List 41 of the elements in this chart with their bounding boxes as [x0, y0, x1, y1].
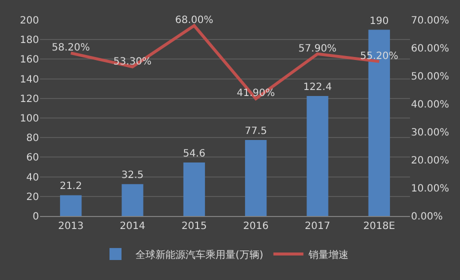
data-label: 77.5	[244, 126, 267, 138]
x-tick-label: 2014	[120, 221, 146, 232]
y-tick-label: 200	[20, 16, 39, 26]
y-tick-label: 160	[20, 54, 39, 66]
bar	[245, 140, 267, 216]
y2-tick-label: 30.00%	[411, 128, 450, 138]
x-tick-label: 2018E	[363, 221, 396, 232]
legend-label: 全球新能源汽车乘用量(万辆)	[136, 248, 264, 261]
data-label: 57.90%	[298, 43, 337, 54]
data-label: 21.2	[60, 181, 82, 192]
y2-tick-label: 70.00%	[411, 16, 450, 26]
y2-tick-label: 10.00%	[411, 184, 450, 194]
data-label: 122.4	[303, 82, 332, 94]
y-tick-label: 100	[20, 114, 39, 124]
y2-tick-label: 60.00%	[411, 44, 450, 54]
data-label: 54.6	[183, 148, 206, 160]
y-tick-label: 60	[26, 152, 39, 164]
y-tick-label: 120	[20, 94, 39, 105]
data-label: 58.20%	[52, 42, 90, 54]
x-tick-label: 2015	[181, 221, 207, 232]
legend-label: 销量增速	[307, 248, 348, 261]
data-label: 68.00%	[175, 15, 214, 26]
y-tick-label: 180	[20, 35, 39, 46]
y2-tick-label: 20.00%	[411, 156, 450, 166]
data-label: 190	[370, 16, 389, 27]
y-tick-label: 80	[26, 133, 39, 144]
bar	[60, 195, 82, 216]
y2-tick-label: 50.00%	[411, 72, 450, 82]
y-tick-label: 20	[26, 192, 39, 203]
y-tick-label: 0	[32, 212, 39, 222]
bar	[183, 162, 205, 216]
data-label: 32.5	[121, 170, 144, 182]
y2-tick-label: 40.00%	[411, 100, 450, 110]
y-tick-label: 40	[26, 172, 39, 184]
x-tick-label: 2017	[304, 221, 330, 232]
x-tick-label: 2013	[58, 221, 84, 232]
bar	[122, 184, 144, 216]
y2-tick-label: 0.00%	[411, 212, 443, 222]
bar	[306, 96, 328, 216]
y-tick-label: 140	[20, 74, 39, 86]
x-tick-label: 2016	[243, 221, 269, 232]
